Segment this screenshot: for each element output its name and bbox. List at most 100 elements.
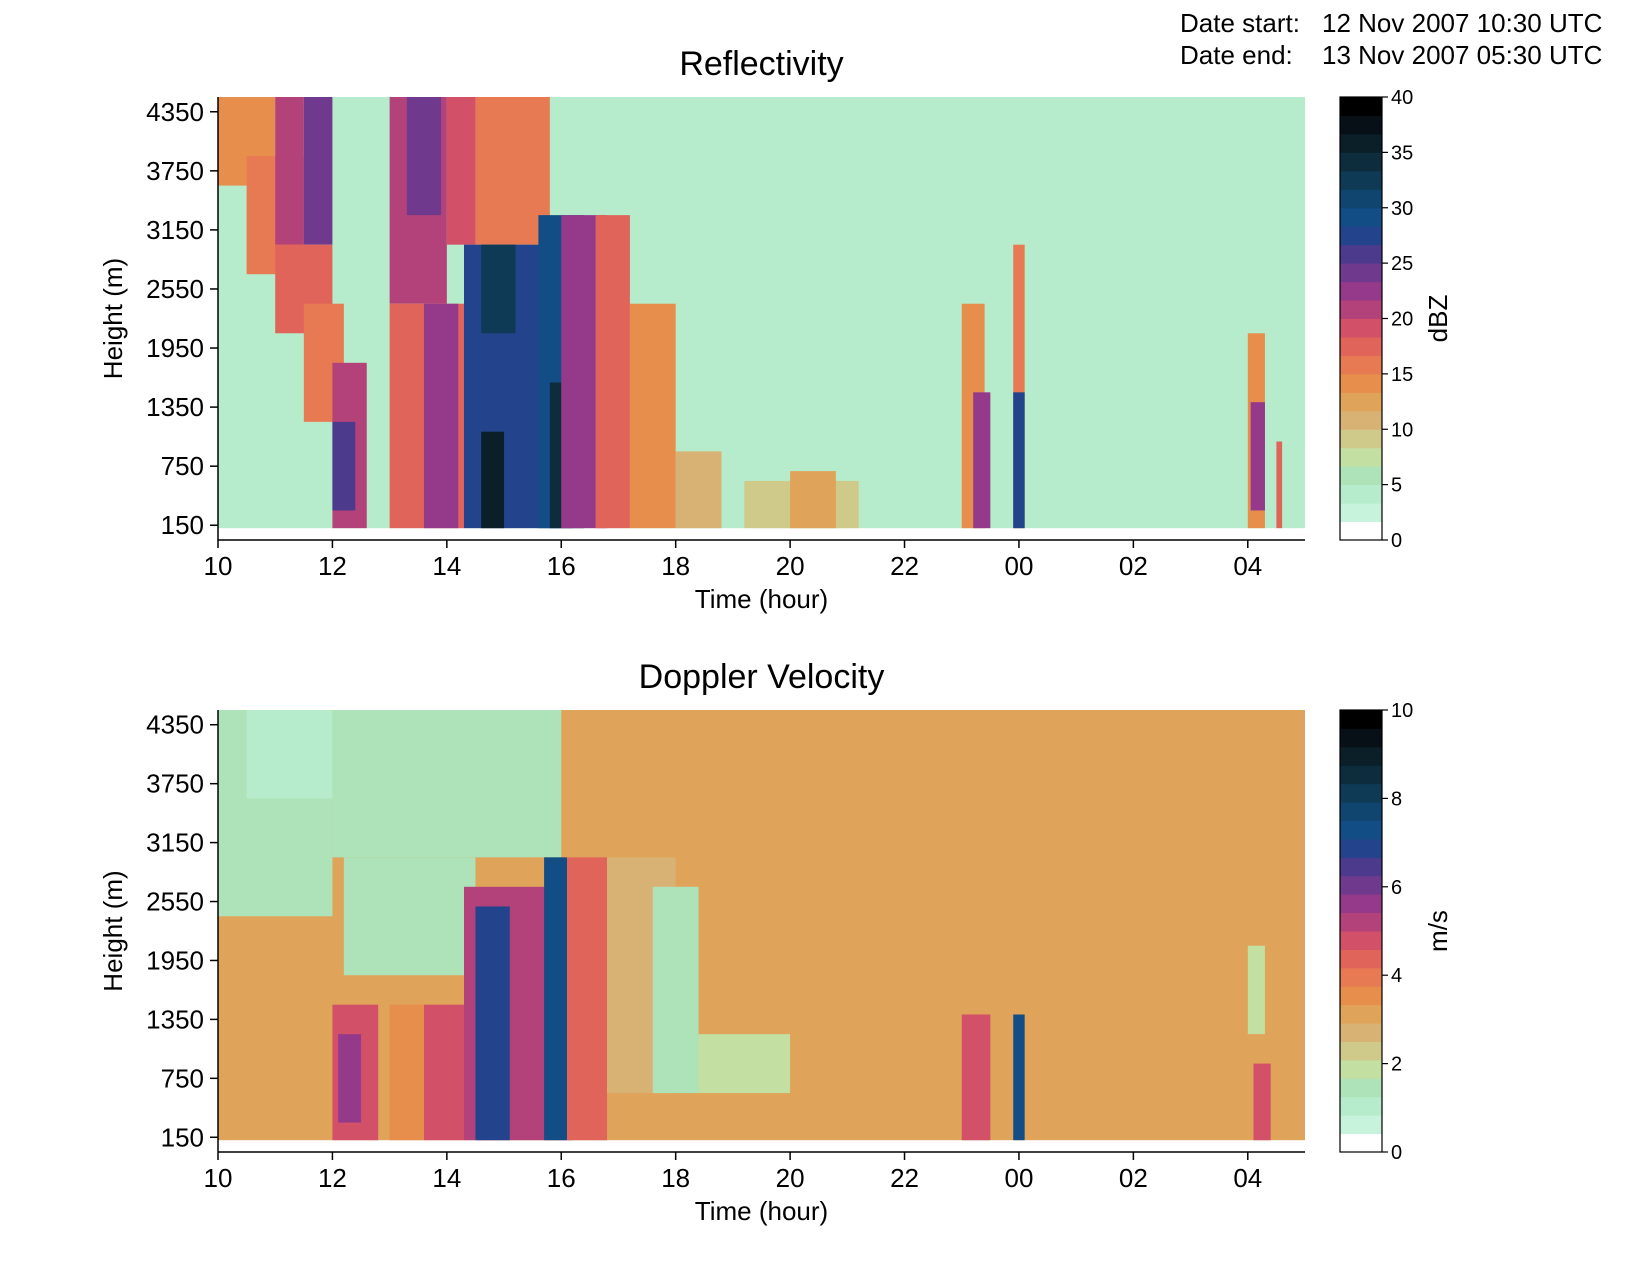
colorbar-tick-label: 4	[1391, 965, 1402, 987]
date-end: Date end: 13 Nov 2007 05:30 UTC	[1180, 40, 1602, 71]
heatmap-cell-4	[275, 97, 304, 245]
x-tick-label: 10	[204, 1163, 233, 1193]
x-tick-label: 18	[661, 551, 690, 581]
colorbar-tick-label: 10	[1391, 700, 1413, 722]
colorbar-swatch	[1340, 392, 1382, 412]
colorbar-swatch	[1340, 949, 1382, 969]
date-end-value: 13 Nov 2007 05:30 UTC	[1322, 40, 1603, 70]
heatmap-cell-20	[1253, 1063, 1271, 1141]
y-tick-label: 2550	[146, 274, 204, 304]
chart-title: Doppler Velocity	[639, 658, 885, 696]
heatmap-cell-5	[343, 857, 476, 976]
colorbar-swatch	[1340, 226, 1382, 246]
colorbar-swatch	[1340, 521, 1382, 541]
colorbar-swatch	[1340, 152, 1382, 172]
colorbar-tick-label: 15	[1391, 364, 1413, 386]
x-axis-label: Time (hour)	[695, 1196, 828, 1226]
x-tick-label: 16	[547, 551, 576, 581]
heatmap-cell-9	[332, 421, 356, 511]
colorbar-swatch	[1340, 429, 1382, 449]
colorbar-tick-label: 0	[1391, 530, 1402, 552]
heatmap-cell-13	[423, 303, 459, 529]
x-tick-label: 10	[204, 551, 233, 581]
colorbar-swatch	[1340, 894, 1382, 914]
heatmap-cell-14	[446, 97, 476, 245]
x-tick-label: 12	[318, 1163, 347, 1193]
heatmap-cell-11	[475, 906, 510, 1141]
heatmap-cell-17	[961, 1014, 991, 1141]
y-tick-label: 3150	[146, 215, 204, 245]
colorbar-swatch	[1340, 189, 1382, 209]
heatmap-cell-9	[423, 1004, 465, 1141]
heatmap-cell-12	[544, 857, 567, 1141]
y-tick-label: 150	[161, 510, 204, 540]
heatmap-cell-29	[1013, 244, 1025, 529]
x-tick-label: 22	[890, 551, 919, 581]
colorbar-swatch	[1340, 1133, 1382, 1153]
colorbar-tick-label: 35	[1391, 142, 1413, 164]
colorbar-swatch	[1340, 207, 1382, 227]
colorbar-swatch	[1340, 133, 1382, 153]
heatmap-cell-28	[973, 392, 991, 529]
colorbar-swatch	[1340, 728, 1382, 748]
colorbar-tick-label: 2	[1391, 1054, 1402, 1076]
heatmap-cell-15	[652, 886, 699, 1094]
colorbar-tick-label: 30	[1391, 198, 1413, 220]
colorbar-swatch	[1340, 373, 1382, 393]
colorbar-swatch	[1340, 1059, 1382, 1079]
colorbar-tick-label: 25	[1391, 253, 1413, 275]
heatmap-cell-16	[698, 1034, 791, 1094]
colorbar-swatch	[1340, 355, 1382, 375]
colorbar-swatch	[1340, 1023, 1382, 1042]
y-tick-label: 3150	[146, 828, 204, 858]
colorbar: 0 2 4 6 8 10 m/s	[1339, 700, 1453, 1164]
x-axis-label: Time (hour)	[695, 584, 828, 614]
colorbar-tick-label: 6	[1391, 877, 1402, 899]
x-tick-label: 12	[318, 551, 347, 581]
colorbar-swatch	[1340, 1041, 1382, 1061]
x-tick-label: 20	[776, 1163, 805, 1193]
heatmap-cell-22	[595, 215, 630, 529]
heatmap-cells	[218, 97, 1305, 540]
colorbar-swatch	[1340, 931, 1382, 950]
y-tick-label: 1350	[146, 1004, 204, 1034]
colorbar-swatch	[1340, 503, 1382, 523]
colorbar-swatch	[1340, 802, 1382, 821]
colorbar-swatch	[1340, 1078, 1382, 1098]
colorbar-tick-label: 40	[1391, 87, 1413, 109]
y-axis-label: Height (m)	[98, 258, 128, 379]
colorbar-swatch	[1340, 466, 1382, 486]
heatmap-cell-5	[303, 97, 333, 245]
colorbar-tick-label: 0	[1391, 1142, 1402, 1164]
colorbar-swatch	[1340, 300, 1382, 319]
colorbar: 0 5 10 15 20 25 30 35 40 dBZ	[1339, 87, 1453, 552]
colorbar-swatch	[1340, 447, 1382, 467]
heatmap-cell-15	[475, 97, 550, 245]
y-tick-label: 2550	[146, 887, 204, 917]
x-tick-label: 20	[776, 551, 805, 581]
colorbar-swatch	[1340, 967, 1382, 987]
y-tick-label: 750	[161, 1063, 204, 1093]
colorbar-swatch	[1340, 170, 1382, 190]
colorbar-swatch	[1340, 746, 1382, 766]
x-tick-label: 02	[1119, 1163, 1148, 1193]
x-tick-label: 22	[890, 1163, 919, 1193]
date-start-label: Date start:	[1180, 8, 1300, 38]
heatmap-cell-17	[481, 244, 516, 334]
colorbar-swatch	[1340, 986, 1382, 1006]
colorbar-label: m/s	[1423, 910, 1453, 952]
date-end-label: Date end:	[1180, 40, 1293, 70]
colorbar-swatch	[1340, 1096, 1382, 1116]
y-tick-label: 1950	[146, 945, 204, 975]
y-tick-label: 3750	[146, 156, 204, 186]
heatmap-cell-23	[629, 303, 676, 529]
heatmap-cell-7	[338, 1034, 362, 1123]
colorbar-swatch	[1340, 875, 1382, 895]
y-tick-label: 4350	[146, 710, 204, 740]
colorbar-tick-label: 20	[1391, 309, 1413, 331]
colorbar-frame	[1339, 709, 1383, 1153]
colorbar-swatch	[1340, 410, 1382, 430]
colorbar-tick-label: 5	[1391, 475, 1402, 497]
